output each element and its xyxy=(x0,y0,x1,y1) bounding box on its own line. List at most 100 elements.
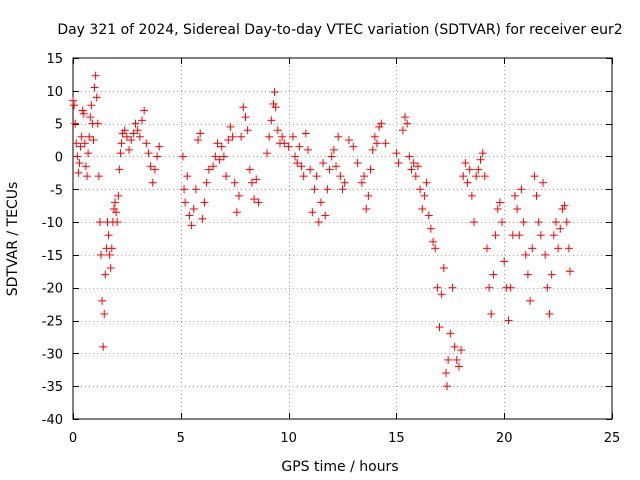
data-point xyxy=(104,231,113,240)
data-point xyxy=(422,178,431,187)
data-point xyxy=(137,116,146,125)
data-point xyxy=(308,208,317,217)
data-point xyxy=(495,198,504,207)
data-point xyxy=(312,172,321,181)
data-point xyxy=(334,132,343,141)
data-point xyxy=(273,126,282,135)
data-point xyxy=(362,204,371,213)
data-point xyxy=(541,250,550,259)
data-point xyxy=(454,362,463,371)
data-point xyxy=(336,172,345,181)
data-point xyxy=(198,214,207,223)
data-point xyxy=(487,309,496,318)
data-point xyxy=(416,185,425,194)
data-point xyxy=(344,136,353,145)
data-point xyxy=(278,132,287,141)
data-point xyxy=(90,83,99,92)
data-point xyxy=(252,175,261,184)
data-point xyxy=(392,149,401,158)
data-point xyxy=(420,191,429,200)
data-point xyxy=(72,139,81,148)
data-point xyxy=(295,142,304,151)
data-point xyxy=(92,93,101,102)
data-point xyxy=(115,165,124,174)
data-point xyxy=(213,139,222,148)
data-point xyxy=(439,264,448,273)
plot-frame xyxy=(72,57,613,420)
data-point xyxy=(80,139,89,148)
data-point xyxy=(327,152,336,161)
data-point xyxy=(194,136,203,145)
data-point xyxy=(366,165,375,174)
data-point xyxy=(70,101,79,110)
data-point xyxy=(86,113,95,122)
data-point xyxy=(558,204,567,213)
data-point xyxy=(340,178,349,187)
data-point xyxy=(270,88,279,97)
data-point xyxy=(97,250,106,259)
data-point xyxy=(539,178,548,187)
data-point xyxy=(127,136,136,145)
y-tick-label: 10 xyxy=(46,85,63,100)
data-point xyxy=(117,139,126,148)
data-point xyxy=(465,165,474,174)
data-point xyxy=(357,178,366,187)
data-point xyxy=(560,201,569,210)
grid xyxy=(73,58,612,419)
data-point xyxy=(461,159,470,168)
y-tick-label: 5 xyxy=(55,118,63,133)
data-point xyxy=(237,132,246,141)
data-point xyxy=(271,103,280,112)
data-point xyxy=(504,316,513,325)
data-point xyxy=(228,132,237,141)
data-point xyxy=(411,172,420,181)
y-axis-label: SDTVAR / TECUs xyxy=(5,182,21,297)
x-axis-label: GPS time / hours xyxy=(281,459,398,475)
data-point xyxy=(325,165,334,174)
data-point xyxy=(489,270,498,279)
data-point xyxy=(243,126,252,135)
data-point xyxy=(394,159,403,168)
data-point xyxy=(254,198,263,207)
x-tick-label: 0 xyxy=(69,431,77,446)
data-point xyxy=(554,244,563,253)
data-point xyxy=(125,145,134,154)
data-point xyxy=(95,218,104,227)
x-tick-label: 20 xyxy=(496,431,513,446)
x-tick-label: 5 xyxy=(177,431,185,446)
data-point xyxy=(133,126,142,135)
data-point xyxy=(129,129,138,138)
data-point xyxy=(364,191,373,200)
data-point xyxy=(498,218,507,227)
data-point xyxy=(370,132,379,141)
data-point xyxy=(381,139,390,148)
data-point xyxy=(142,139,151,148)
data-point xyxy=(413,162,422,171)
data-point xyxy=(526,296,535,305)
data-point xyxy=(211,152,220,161)
data-point xyxy=(87,101,96,110)
data-point xyxy=(265,132,274,141)
data-point xyxy=(140,106,149,115)
data-point xyxy=(155,142,164,151)
data-point xyxy=(99,342,108,351)
data-point xyxy=(239,103,248,112)
y-tick-label: -35 xyxy=(42,380,63,395)
data-point xyxy=(89,136,98,145)
data-point xyxy=(398,126,407,135)
data-point xyxy=(368,145,377,154)
data-point xyxy=(409,159,418,168)
data-point xyxy=(478,149,487,158)
data-point xyxy=(536,231,545,240)
data-point xyxy=(515,231,524,240)
data-point xyxy=(111,198,120,207)
data-point xyxy=(459,172,468,181)
y-tick-label: -10 xyxy=(42,216,63,231)
data-point xyxy=(565,267,574,276)
data-point xyxy=(106,264,115,273)
data-point xyxy=(549,231,558,240)
data-point xyxy=(204,165,213,174)
data-point xyxy=(377,119,386,128)
data-point xyxy=(532,191,541,200)
data-point xyxy=(306,165,315,174)
